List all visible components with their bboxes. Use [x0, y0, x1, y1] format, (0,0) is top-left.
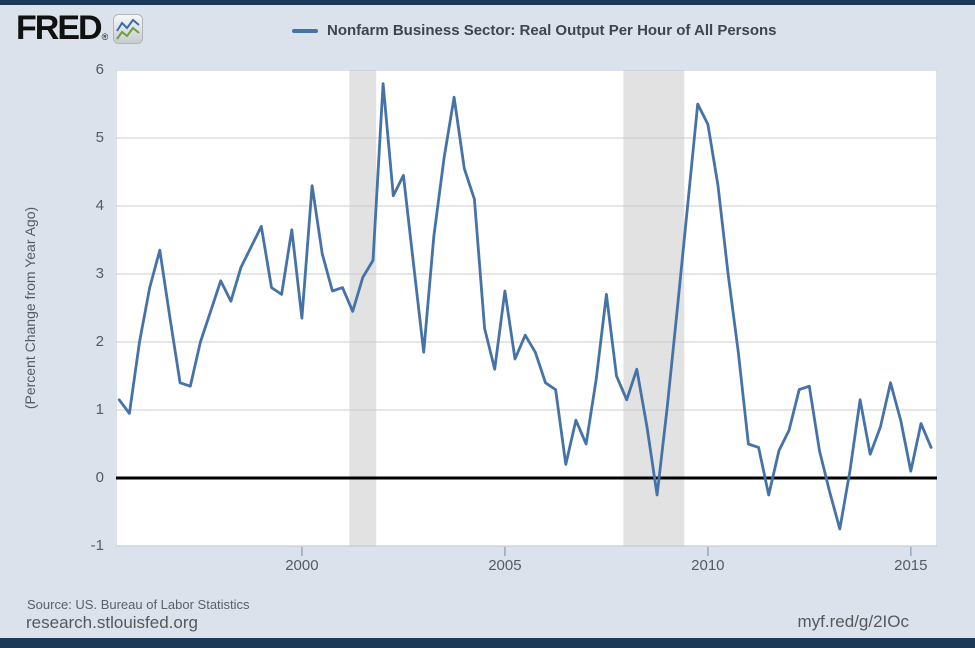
plot-border	[116, 70, 937, 547]
chart-plot-area	[116, 70, 937, 556]
y-tick-label: 1	[95, 401, 104, 418]
x-tick-label: 2010	[691, 557, 725, 574]
plot-background	[116, 70, 937, 546]
y-tick-label: 0	[95, 469, 104, 486]
research-site-link[interactable]: research.stlouisfed.org	[26, 613, 198, 632]
source-note: Source: US. Bureau of Labor Statistics	[27, 597, 250, 612]
y-tick-label: -1	[90, 537, 104, 554]
y-tick-label: 4	[95, 197, 104, 214]
x-tick-label: 2015	[894, 557, 928, 574]
bottom-navy-bar	[0, 638, 975, 648]
fred-logo-text: FRED	[16, 9, 103, 47]
fred-logo-chart-icon	[113, 14, 144, 49]
legend-line-swatch	[292, 28, 318, 33]
graph-short-url[interactable]: myf.red/g/2IOc	[797, 612, 909, 631]
x-tick-label: 2005	[488, 557, 522, 574]
y-tick-label: 3	[95, 265, 104, 282]
x-tick-label: 2000	[285, 557, 319, 574]
fred-logo[interactable]: FRED ®	[16, 9, 144, 49]
data-line	[117, 82, 933, 531]
y-axis-title: (Percent Change from Year Ago)	[22, 206, 38, 410]
chart-legend: Nonfarm Business Sector: Real Output Per…	[292, 22, 777, 39]
top-navy-bar	[0, 0, 975, 5]
legend-series-label: Nonfarm Business Sector: Real Output Per…	[327, 22, 777, 39]
y-tick-label: 2	[95, 333, 104, 350]
registered-trademark-mark: ®	[101, 32, 109, 42]
y-tick-label: 6	[95, 61, 104, 78]
y-tick-label: 5	[95, 129, 104, 146]
